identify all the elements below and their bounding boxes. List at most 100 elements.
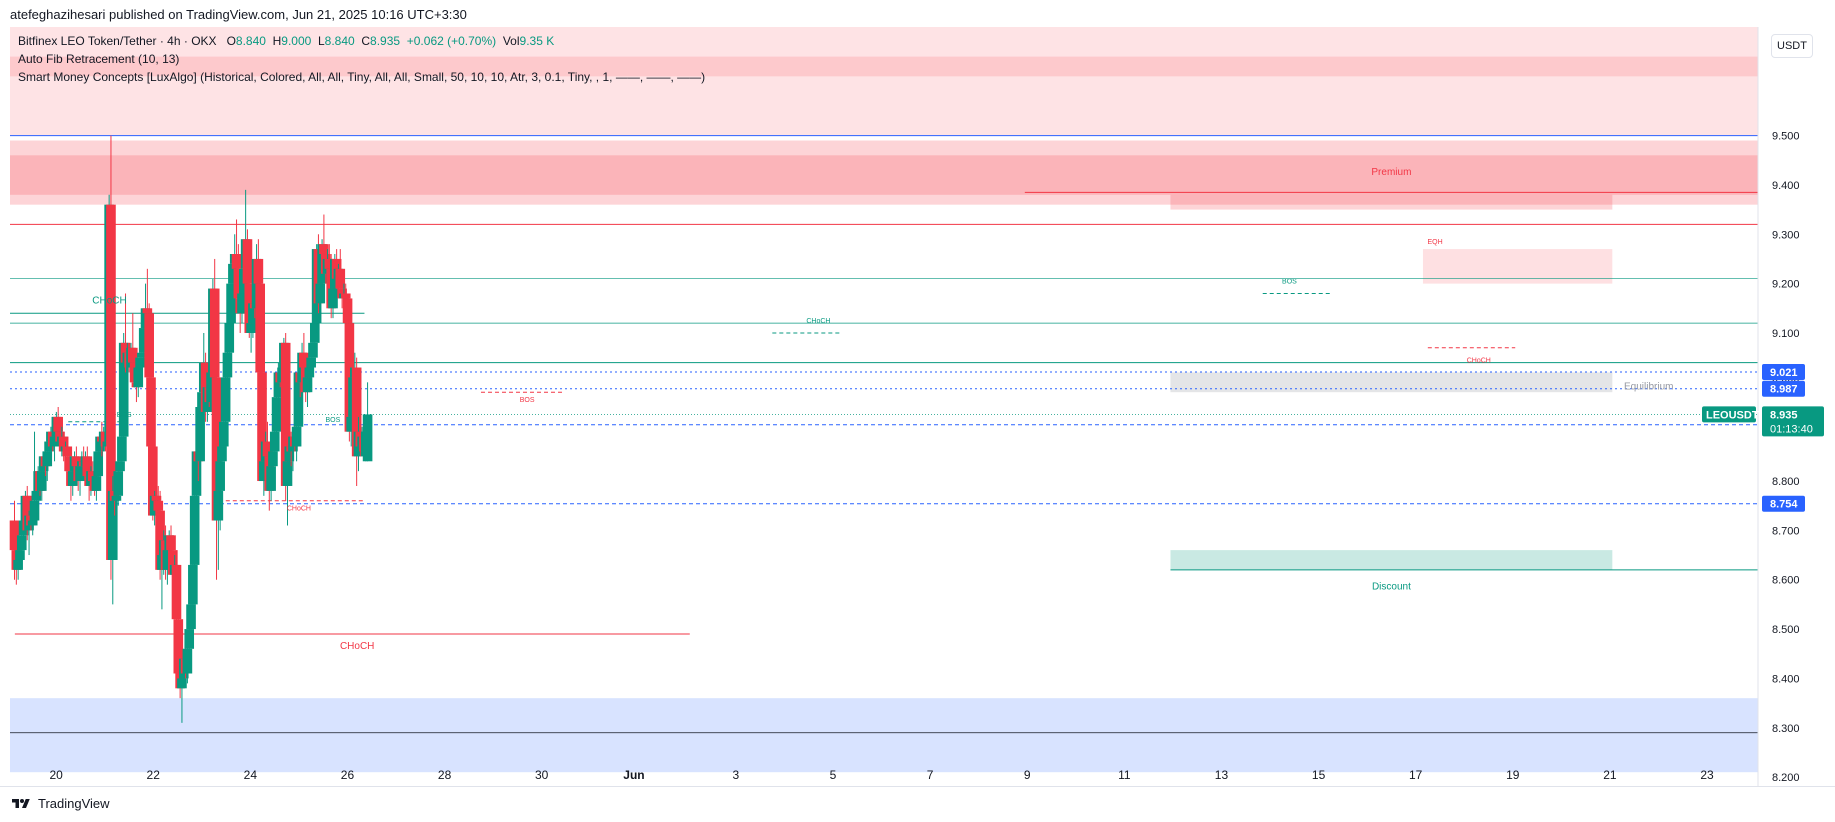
candle-body [266, 466, 276, 491]
candle-body [42, 451, 53, 467]
candle-body [82, 456, 93, 477]
candle-body [328, 288, 338, 309]
candle-body [269, 431, 280, 452]
legend-high-label: H [272, 34, 282, 48]
x-tick-label: 30 [535, 768, 549, 782]
publisher-header: atefeghazihesari published on TradingVie… [10, 7, 467, 22]
candle-body [71, 456, 82, 467]
legend-volume: 9.35 K [519, 34, 555, 48]
candle-body [351, 367, 362, 457]
candle-body [344, 323, 355, 432]
annotation-label: EQH [1428, 239, 1443, 246]
x-tick-label: 17 [1409, 768, 1423, 782]
candle-body [151, 495, 162, 501]
y-tick-label: 8.400 [1772, 673, 1800, 685]
legend-low: 8.840 [324, 34, 355, 48]
annotation-label: Discount [1372, 582, 1411, 593]
candle-body [282, 461, 293, 486]
candle-body [117, 436, 127, 462]
candle-body [319, 244, 329, 255]
price-tag [1762, 363, 1805, 380]
candle-body [95, 436, 105, 452]
candle-body [273, 372, 284, 398]
annotation-label: Equilibrium [1624, 382, 1673, 393]
candle-body [168, 550, 178, 575]
candle-body [268, 451, 278, 467]
legend-fib-indicator[interactable]: Auto Fib Retracement (10, 13) [18, 52, 180, 66]
legend-open-label: O [226, 34, 236, 48]
countdown-label: 01:13:40 [1770, 423, 1813, 435]
candle-body [153, 500, 164, 511]
candle-body [148, 446, 158, 516]
candle-body [13, 559, 23, 570]
symbol-tag-label: LEOUSDT [1706, 409, 1759, 421]
candle-body [16, 535, 27, 551]
legend-volume-label: Vol [502, 34, 520, 48]
candle-body [233, 268, 244, 299]
zone-6 [1170, 372, 1613, 393]
candle-body [224, 323, 235, 353]
candle-body [280, 342, 291, 486]
candle-body [215, 461, 225, 491]
candle-body [142, 308, 153, 314]
zone-7 [1170, 550, 1613, 570]
candle-body [107, 490, 118, 560]
candle-body [220, 377, 231, 422]
candle-body [106, 204, 116, 560]
annotation-label: BOS [520, 397, 535, 404]
candle-body [49, 436, 60, 447]
candle-body [111, 495, 122, 501]
x-tick-label: 5 [830, 768, 837, 782]
candle-body [217, 446, 227, 462]
y-tick-label: 9.100 [1772, 328, 1800, 340]
candle-body [308, 342, 318, 358]
candle-body [22, 495, 33, 531]
candle-body [184, 629, 195, 649]
annotation-label: CHoCH [287, 506, 311, 513]
zone-3 [10, 155, 1758, 195]
candle-body [155, 510, 165, 570]
annotation-label: CHoCH [1467, 358, 1491, 365]
y-tick-label: 8.300 [1772, 723, 1800, 735]
candle-body [177, 678, 187, 689]
y-tick-label: 8.600 [1772, 575, 1800, 587]
x-tick-label: 28 [438, 768, 452, 782]
legend-close-label: C [361, 34, 371, 48]
x-tick-label: 7 [927, 768, 934, 782]
candle-body [291, 426, 302, 447]
candle-body [186, 604, 196, 630]
candle-body [340, 293, 351, 299]
legend-smc-indicator[interactable]: Smart Money Concepts [LuxAlgo] (Historic… [18, 70, 706, 84]
candle-body [228, 263, 238, 284]
candle-body [118, 342, 129, 437]
candle-body [144, 313, 154, 378]
x-tick-label: 26 [341, 768, 355, 782]
legend-open: 8.840 [235, 34, 266, 48]
candle-body [29, 500, 40, 521]
candle-body [306, 357, 316, 368]
annotation-label: Premium [1371, 167, 1411, 178]
candle-body [218, 421, 229, 447]
legend-close: 8.935 [370, 34, 401, 48]
y-tick-label: 9.200 [1772, 279, 1800, 291]
chart-area[interactable]: CHoCH BOS BOS CHoCH BOS CHoCH CHoCH BOS EQH CHoCH… [0, 27, 1835, 787]
price-tag [1762, 380, 1805, 397]
candle-body [31, 490, 42, 501]
x-tick-label: 20 [49, 768, 63, 782]
candle-body [182, 648, 193, 674]
currency-selector[interactable]: USDT [1771, 34, 1813, 58]
candle-body [284, 446, 295, 462]
candle-body [189, 495, 200, 565]
candle-body [58, 436, 69, 452]
candle-body [209, 288, 220, 378]
candle-body [191, 451, 202, 496]
y-tick-label: 8.700 [1772, 525, 1800, 537]
candlestick-chart[interactable]: CHoCH BOS BOS CHoCH BOS CHoCH CHoCH BOS EQH CHoCH… [0, 27, 1835, 787]
candle-body [75, 466, 85, 482]
legend-symbol[interactable]: Bitfinex LEO Token/Tether · 4h · OKX [18, 34, 217, 48]
candle-body [257, 372, 267, 482]
zone-0 [10, 27, 1758, 136]
y-tick-label: 8.500 [1772, 624, 1800, 636]
candle-body [246, 323, 256, 333]
candle-body [231, 254, 242, 269]
